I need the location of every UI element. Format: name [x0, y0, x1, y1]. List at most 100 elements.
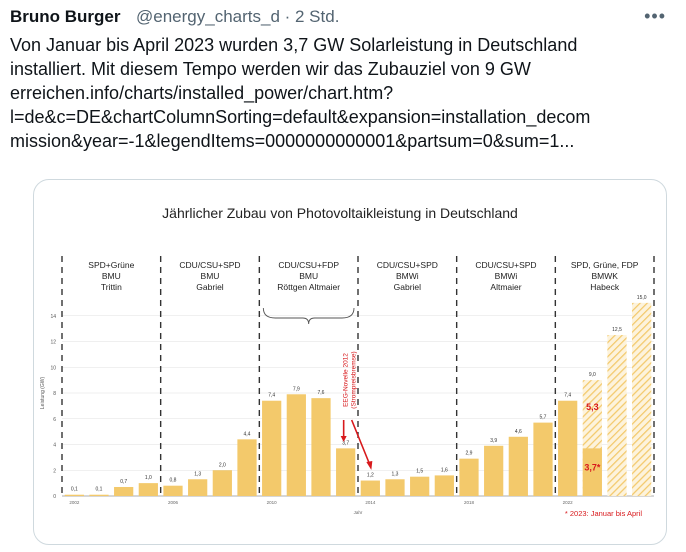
x-tick-label: 2014	[365, 500, 376, 505]
bar-value-label: 7,6	[318, 390, 325, 396]
government-label: BMU	[102, 271, 121, 281]
target-bar	[607, 335, 627, 496]
bar	[311, 398, 331, 496]
bar	[212, 470, 232, 496]
bar-value-label: 1,0	[145, 475, 152, 481]
tweet-text-line: Von Januar bis April 2023 wurden 3,7 GW …	[10, 35, 578, 55]
bar-value-label: 9,0	[589, 372, 596, 378]
bar	[89, 494, 109, 496]
actual-2023-label: 3,7*	[584, 462, 601, 472]
government-label: SPD+Grüne	[88, 260, 134, 270]
bar-value-label: 3,7	[342, 440, 349, 446]
government-label: CDU/CSU+FDP	[278, 260, 339, 270]
government-label: CDU/CSU+SPD	[377, 260, 438, 270]
author-handle-time[interactable]: @energy_charts_d · 2 Std.	[136, 7, 340, 26]
government-label: BMU	[299, 271, 318, 281]
x-tick-label: 2006	[168, 500, 179, 505]
bar-value-label: 4,4	[244, 431, 251, 437]
bar	[163, 485, 183, 496]
bar	[385, 479, 405, 496]
bar	[360, 480, 380, 496]
bar	[508, 436, 528, 496]
bar-value-label: 15,0	[637, 295, 647, 301]
y-tick-label: 10	[50, 365, 56, 371]
bar-value-label: 0,1	[96, 487, 103, 493]
bar	[533, 422, 553, 496]
bar	[237, 439, 257, 496]
eeg-annotation: EEG-Novelle 2012 (Strompreisbremse)	[343, 351, 358, 408]
y-tick-label: 2	[53, 468, 56, 474]
bar	[484, 445, 504, 496]
tweet-link-line[interactable]: l=de&c=DE&chartColumnSorting=default&exp…	[10, 107, 591, 127]
government-label: SPD, Grüne, FDP	[571, 260, 639, 270]
government-label: BMWK	[591, 271, 618, 281]
bar	[410, 476, 430, 496]
government-label: CDU/CSU+SPD	[475, 260, 536, 270]
government-label: BMU	[201, 271, 220, 281]
bar-2023-actual	[582, 448, 602, 496]
government-label: Habeck	[590, 282, 620, 292]
bar-value-label: 0,1	[71, 487, 78, 493]
author-name[interactable]: Bruno Burger	[10, 7, 121, 26]
bar	[262, 400, 282, 496]
bar	[336, 448, 356, 496]
y-axis-label: Leistung (GW)	[40, 377, 46, 410]
more-icon[interactable]: •••	[644, 6, 666, 26]
remaining-2023-label: 5,3	[586, 402, 599, 412]
bar-value-label: 5,7	[540, 415, 547, 421]
bar	[188, 479, 208, 496]
government-label: BMWi	[396, 271, 419, 281]
government-label: Trittin	[101, 282, 122, 292]
bar-value-label: 1,3	[194, 471, 201, 477]
y-tick-label: 0	[53, 494, 56, 500]
chart-title: Jährlicher Zubau von Photovoltaikleistun…	[162, 205, 518, 221]
tweet-link-line[interactable]: mission&year=-1&legendItems=000000000000…	[10, 131, 575, 151]
tweet-text-line: installiert. Mit diesem Tempo werden wir…	[10, 59, 531, 79]
bar-value-label: 2,0	[219, 462, 226, 468]
bar-value-label: 0,7	[120, 479, 127, 485]
bar-value-label: 1,2	[367, 473, 374, 479]
eeg-arrow	[350, 419, 372, 467]
bar	[138, 483, 158, 496]
bar-value-label: 7,4	[268, 393, 275, 399]
bar	[64, 494, 84, 496]
government-label: Gabriel	[196, 282, 224, 292]
bar	[558, 400, 578, 496]
x-axis-label: Jahr	[354, 510, 363, 515]
bar-value-label: 1,5	[416, 469, 423, 475]
tweet-text: Von Januar bis April 2023 wurden 3,7 GW …	[10, 33, 676, 153]
x-tick-label: 2022	[563, 500, 574, 505]
government-label: Altmaier	[490, 282, 521, 292]
bar-value-label: 1,6	[441, 467, 448, 473]
government-label: Gabriel	[394, 282, 422, 292]
bar-value-label: 12,5	[612, 327, 622, 333]
eeg-annotation-line: EEG-Novelle 2012	[343, 353, 350, 407]
bar	[459, 458, 479, 496]
tweet-link-line[interactable]: erreichen.info/charts/installed_power/ch…	[10, 83, 394, 103]
bar-value-label: 4,6	[515, 429, 522, 435]
chart-footnote: * 2023: Januar bis April	[565, 509, 642, 518]
target-bar	[632, 302, 652, 496]
x-tick-label: 2010	[267, 500, 278, 505]
bar-value-label: 3,9	[490, 438, 497, 444]
bar-value-label: 0,8	[170, 478, 177, 484]
tweet-header: Bruno Burger @energy_charts_d · 2 Std. •…	[10, 6, 676, 30]
pv-chart: Jährlicher Zubau von Photovoltaikleistun…	[40, 205, 655, 518]
y-tick-label: 4	[53, 443, 56, 449]
x-tick-label: 2018	[464, 500, 475, 505]
eeg-arrowhead	[366, 461, 373, 470]
government-label: CDU/CSU+SPD	[179, 260, 240, 270]
bar	[286, 394, 306, 496]
eeg-annotation-line: (Strompreisbremse)	[351, 351, 358, 408]
y-tick-label: 6	[53, 417, 56, 423]
government-label: BMWi	[495, 271, 518, 281]
chart-image-card[interactable]: Jährlicher Zubau von Photovoltaikleistun…	[33, 179, 667, 545]
y-tick-label: 12	[50, 340, 56, 346]
government-label: Röttgen Altmaier	[277, 282, 340, 292]
bar-value-label: 7,9	[293, 386, 300, 392]
x-tick-label: 2002	[69, 500, 80, 505]
y-tick-label: 14	[50, 314, 56, 320]
bar-value-label: 2,9	[466, 451, 473, 457]
eeg-arrowhead	[340, 436, 347, 442]
bar	[114, 486, 134, 496]
